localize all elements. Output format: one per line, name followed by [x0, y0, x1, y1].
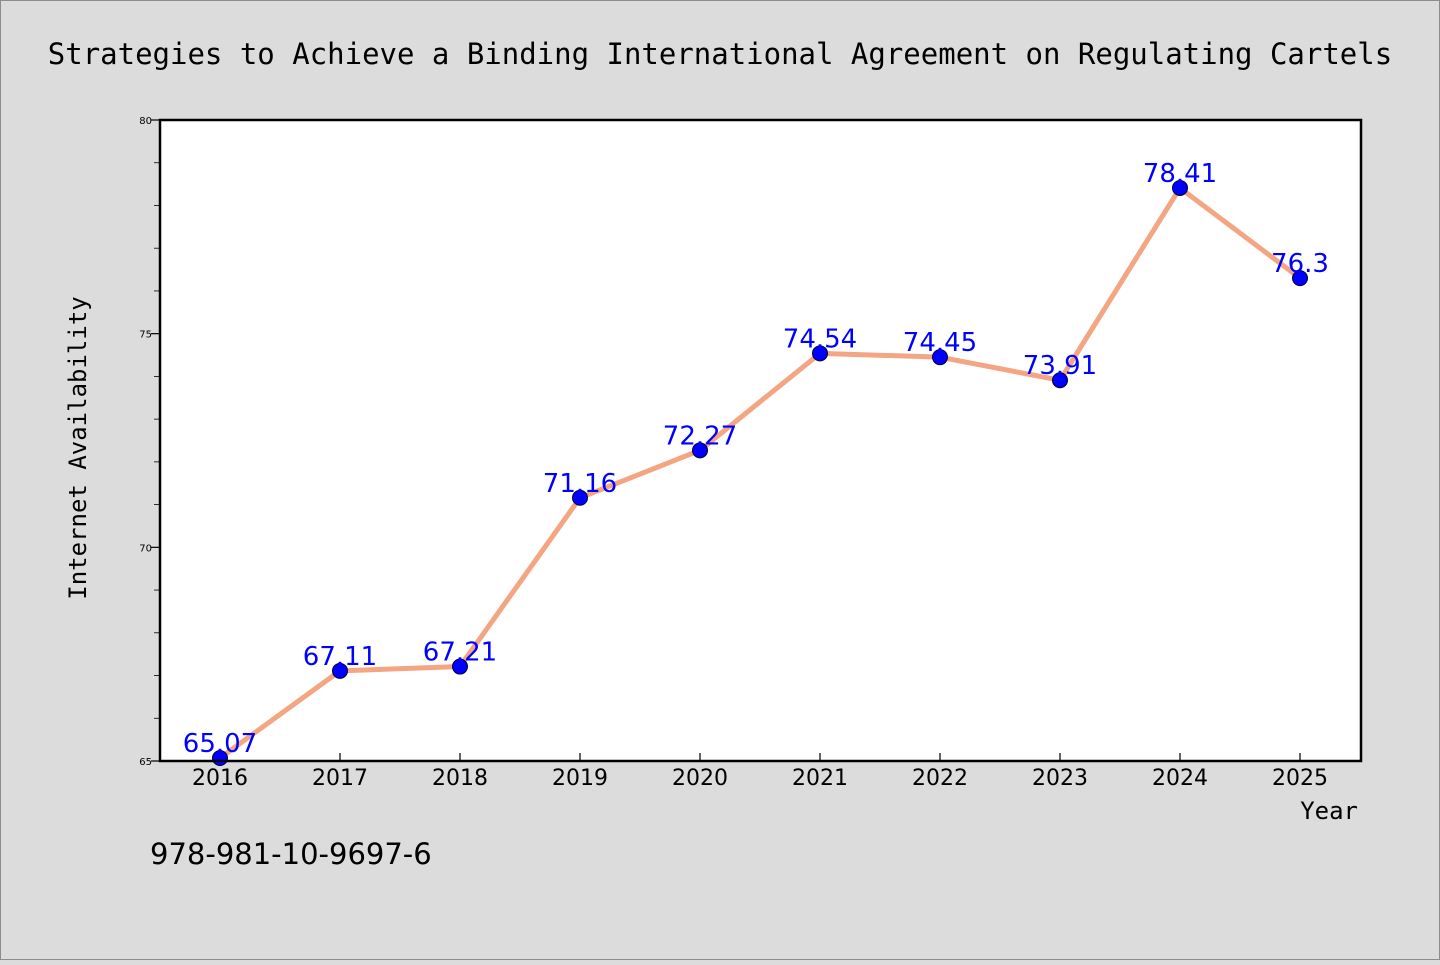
data-point	[932, 349, 948, 366]
chart-title: Strategies to Achieve a Binding Internat…	[48, 37, 1392, 71]
data-label: 67.11	[303, 642, 377, 672]
data-point	[452, 658, 468, 675]
y-tick-label: 70	[139, 543, 152, 554]
plot-frame	[158, 118, 1363, 763]
x-tick-label: 2019	[552, 766, 608, 791]
y-axis-label: Internet Availability	[64, 296, 92, 599]
data-label: 65.07	[183, 729, 257, 759]
data-label: 67.21	[423, 638, 497, 668]
data-point	[1172, 179, 1188, 196]
data-point	[812, 345, 828, 362]
data-point	[332, 662, 348, 679]
y-tick-label: 80	[139, 116, 152, 127]
series-line	[217, 185, 1303, 761]
x-tick-label: 2021	[792, 766, 848, 791]
data-point	[572, 489, 588, 506]
x-tick-label: 2022	[912, 766, 968, 791]
x-tick-label: 2024	[1152, 766, 1208, 791]
data-label: 74.45	[903, 328, 977, 358]
x-tick-label: 2023	[1032, 766, 1088, 791]
data-label: 76.3	[1271, 249, 1329, 279]
x-tick-label: 2020	[672, 766, 728, 791]
data-label: 71.16	[543, 469, 617, 499]
data-point	[1292, 270, 1308, 287]
x-tick-label: 2018	[432, 766, 488, 791]
data-label: 73.91	[1023, 351, 1097, 381]
y-tick-label: 75	[139, 330, 152, 341]
plot-area	[160, 120, 1361, 761]
y-tick-label: 65	[139, 757, 152, 768]
data-label: 78.41	[1143, 159, 1217, 189]
x-axis-ticks: 2016 2017 2018 2019 2020 2021 2022 2023 2024 2025	[192, 753, 1328, 791]
data-point	[692, 442, 708, 459]
x-axis-label: Year	[1300, 797, 1358, 825]
data-label: 72.27	[663, 421, 737, 451]
data-point	[1052, 372, 1068, 389]
isbn-text: 978-981-10-9697-6	[150, 837, 432, 871]
series-group: 65.07 67.11 67.21 71.16 72.27 74.54 74.45 73.91…	[183, 159, 1329, 767]
x-tick-label: 2025	[1272, 766, 1328, 791]
x-tick-label: 2017	[312, 766, 368, 791]
data-label: 74.54	[783, 324, 857, 354]
x-tick-label: 2016	[192, 766, 248, 791]
